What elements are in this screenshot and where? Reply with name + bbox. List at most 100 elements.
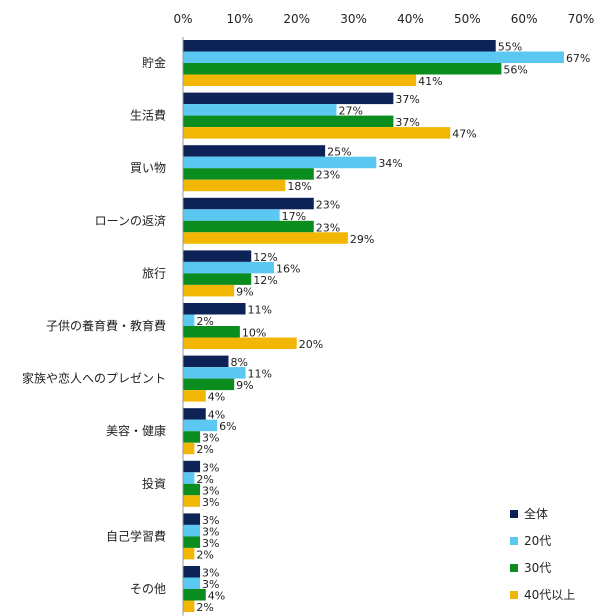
bar xyxy=(183,536,201,548)
legend-label: 20代 xyxy=(524,534,551,548)
data-label: 12% xyxy=(253,274,277,287)
data-label: 41% xyxy=(418,75,442,88)
bar xyxy=(183,74,417,86)
legend-swatch xyxy=(510,591,518,599)
x-tick-label: 40% xyxy=(397,12,424,26)
legend-swatch xyxy=(510,537,518,545)
bars xyxy=(183,40,564,612)
bar xyxy=(183,179,286,192)
data-label: 2% xyxy=(196,315,213,328)
bar xyxy=(183,483,201,496)
data-label: 2% xyxy=(196,473,213,486)
x-tick-label: 50% xyxy=(454,12,481,26)
category-label: ローンの返済 xyxy=(95,213,166,228)
data-label: 47% xyxy=(452,128,476,141)
x-tick-label: 60% xyxy=(511,12,538,26)
bar xyxy=(183,495,201,507)
legend: 全体 20代 30代 40代以上 xyxy=(510,506,575,602)
bar xyxy=(183,220,314,233)
category-label: その他 xyxy=(130,582,166,596)
bar xyxy=(183,326,240,338)
category-label: 家族や恋人へのプレゼント xyxy=(22,371,166,386)
category-label: 生活費 xyxy=(130,108,166,123)
data-label: 23% xyxy=(316,221,340,234)
bar xyxy=(183,442,195,455)
bar xyxy=(183,314,195,326)
data-label: 27% xyxy=(339,105,363,118)
bar xyxy=(183,209,280,221)
data-label: 23% xyxy=(316,198,340,211)
x-tick-label: 0% xyxy=(173,12,192,26)
bar xyxy=(183,232,348,244)
x-tick-label: 20% xyxy=(283,12,310,26)
bar xyxy=(183,104,337,116)
legend-swatch xyxy=(510,510,518,518)
x-axis-ticks: 0% 10% 20% 30% 40% 50% 60% 70% xyxy=(173,12,594,26)
data-label: 67% xyxy=(566,52,590,65)
bar xyxy=(183,51,564,63)
data-label: 20% xyxy=(299,338,323,351)
bar xyxy=(183,303,246,315)
data-label: 3% xyxy=(202,578,219,591)
bar xyxy=(183,337,297,349)
bar xyxy=(183,273,252,285)
legend-label: 40代以上 xyxy=(524,588,575,602)
bar xyxy=(183,92,394,105)
data-label: 9% xyxy=(236,285,253,298)
bar xyxy=(183,355,229,368)
bar xyxy=(183,145,326,157)
bar xyxy=(183,524,201,537)
data-label: 23% xyxy=(316,169,340,182)
bar xyxy=(183,419,218,432)
bar xyxy=(183,261,274,274)
data-label: 6% xyxy=(219,420,236,433)
data-label: 4% xyxy=(208,391,225,404)
category-label: 貯金 xyxy=(142,55,166,70)
bar xyxy=(183,408,206,420)
data-label: 10% xyxy=(242,327,266,340)
data-label: 4% xyxy=(208,590,225,603)
data-label: 56% xyxy=(503,64,527,77)
bar xyxy=(183,197,314,210)
data-label: 9% xyxy=(236,379,253,392)
bar xyxy=(183,589,206,601)
category-label: 子供の養育費・教育費 xyxy=(46,318,166,333)
data-label: 3% xyxy=(202,484,219,497)
data-label: 18% xyxy=(287,180,311,193)
category-label: 投資 xyxy=(142,476,166,491)
bar xyxy=(183,431,201,443)
bar xyxy=(183,547,195,560)
data-label: 55% xyxy=(498,41,522,54)
bar xyxy=(183,40,496,52)
data-label: 2% xyxy=(196,443,213,456)
data-label: 11% xyxy=(248,368,272,381)
bar xyxy=(183,600,195,612)
bar xyxy=(183,577,201,589)
data-label: 12% xyxy=(253,251,277,264)
data-label: 3% xyxy=(202,514,219,527)
x-tick-label: 30% xyxy=(340,12,367,26)
legend-swatch xyxy=(510,564,518,572)
data-label: 37% xyxy=(395,116,419,129)
data-label: 3% xyxy=(202,461,219,474)
category-label: 自己学習費 xyxy=(106,528,166,543)
category-labels: 貯金生活費買い物ローンの返済旅行子供の養育費・教育費家族や恋人へのプレゼント美容… xyxy=(22,55,166,596)
category-label: 買い物 xyxy=(130,161,166,175)
data-label: 17% xyxy=(282,210,306,223)
data-label: 3% xyxy=(202,525,219,538)
bar xyxy=(183,115,394,128)
bar xyxy=(183,472,195,484)
data-labels: 55% 67% 56% 41% 37% 27% 37% 47% 25% 34% 23% 18% 23% 1… xyxy=(196,41,590,615)
category-label: 旅行 xyxy=(142,266,166,280)
legend-label: 全体 xyxy=(524,506,548,521)
data-label: 3% xyxy=(202,537,219,550)
bar xyxy=(183,566,201,578)
data-label: 11% xyxy=(248,304,272,317)
bar xyxy=(183,63,502,75)
bar xyxy=(183,367,246,379)
data-label: 37% xyxy=(395,93,419,106)
bar xyxy=(183,284,235,297)
data-label: 3% xyxy=(202,432,219,445)
legend-label: 30代 xyxy=(524,561,551,575)
